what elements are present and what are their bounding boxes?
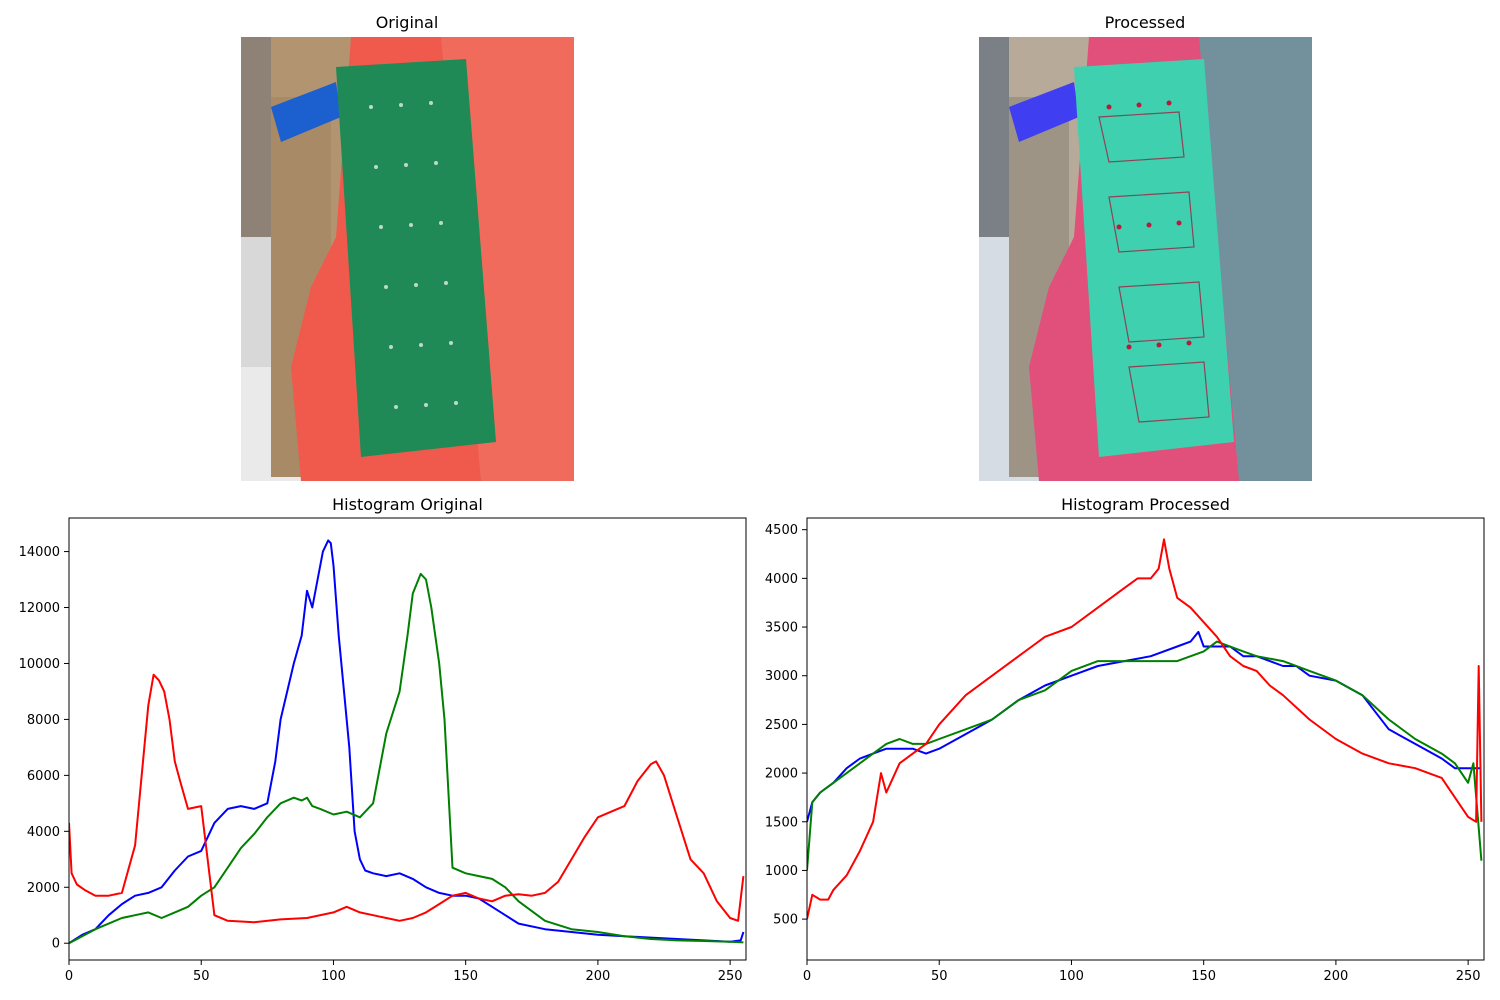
original-photo-drawing xyxy=(241,37,574,481)
histogram-original-y-tick-label: 14000 xyxy=(19,545,60,560)
histogram-original-x-tick-label: 200 xyxy=(585,969,610,984)
histogram-processed-green-line xyxy=(807,640,1483,871)
histogram-processed-y-tick-label: 1500 xyxy=(765,815,798,830)
histogram-original-y-tick-label: 10000 xyxy=(19,657,60,672)
histogram-original-frame xyxy=(68,517,747,961)
histogram-original-x-tick-label: 250 xyxy=(718,969,743,984)
histogram-original-green-line xyxy=(69,572,744,945)
histogram-processed-y-tick-label: 4000 xyxy=(765,572,798,587)
processed-blue-object xyxy=(1009,82,1079,142)
histogram-processed-x-tick-label: 100 xyxy=(1059,969,1084,984)
histogram-original-title: Histogram Original xyxy=(332,495,483,514)
histogram-original-x-tick-label: 150 xyxy=(453,969,478,984)
histogram-processed-y-tick-label: 3500 xyxy=(765,621,798,636)
histogram-original-y-tick-label: 2000 xyxy=(27,881,60,896)
histogram-original-blue-line xyxy=(69,539,745,945)
processed-pcb-board xyxy=(1074,59,1234,457)
histogram-original-y-tick-label: 12000 xyxy=(19,601,60,616)
histogram-processed-y-tick-label: 2500 xyxy=(765,718,798,733)
histogram-original-y-tick-label: 0 xyxy=(52,937,60,952)
pcb-board xyxy=(336,59,496,457)
histogram-processed-y-tick-label: 1000 xyxy=(765,864,798,879)
histogram-processed-frame xyxy=(806,517,1485,961)
histogram-processed-y-tick-label: 3000 xyxy=(765,669,798,684)
histogram-processed-y-tick-label: 500 xyxy=(773,913,798,928)
processed-photo-drawing xyxy=(979,37,1312,481)
histogram-processed-x-tick-label: 250 xyxy=(1456,969,1481,984)
processed-title: Processed xyxy=(1104,13,1186,32)
histogram-processed-x-tick-label: 0 xyxy=(803,969,811,984)
histogram-processed-y-tick-label: 4500 xyxy=(765,523,798,538)
histogram-original-red-line xyxy=(69,673,745,924)
histogram-original-y-tick-label: 6000 xyxy=(27,769,60,784)
histogram-processed-series-group xyxy=(807,538,1483,920)
original-title: Original xyxy=(375,13,439,32)
processed-image xyxy=(979,37,1312,481)
histogram-processed-x-tick-label: 200 xyxy=(1323,969,1348,984)
original-image xyxy=(241,37,574,481)
histogram-processed-chart: Histogram Processed 0 50 100 150 200 250 500 100… xyxy=(765,495,1485,984)
histogram-processed-y-tick-label: 2000 xyxy=(765,767,798,782)
blue-object xyxy=(271,82,341,142)
histogram-original-y-tick-label: 8000 xyxy=(27,713,60,728)
histogram-original-x-tick-label: 0 xyxy=(65,969,73,984)
histogram-original-series-group xyxy=(69,539,745,945)
histogram-original-chart: Histogram Original 0 50 100 150 200 250 0 2000 40… xyxy=(19,495,747,984)
histogram-processed-title: Histogram Processed xyxy=(1061,495,1230,514)
histogram-processed-x-tick-label: 50 xyxy=(931,969,948,984)
histogram-original-x-tick-label: 50 xyxy=(193,969,210,984)
histogram-original-x-tick-label: 100 xyxy=(321,969,346,984)
histogram-original-y-tick-label: 4000 xyxy=(27,825,60,840)
histogram-processed-red-line xyxy=(807,538,1483,920)
histogram-processed-x-tick-label: 150 xyxy=(1191,969,1216,984)
